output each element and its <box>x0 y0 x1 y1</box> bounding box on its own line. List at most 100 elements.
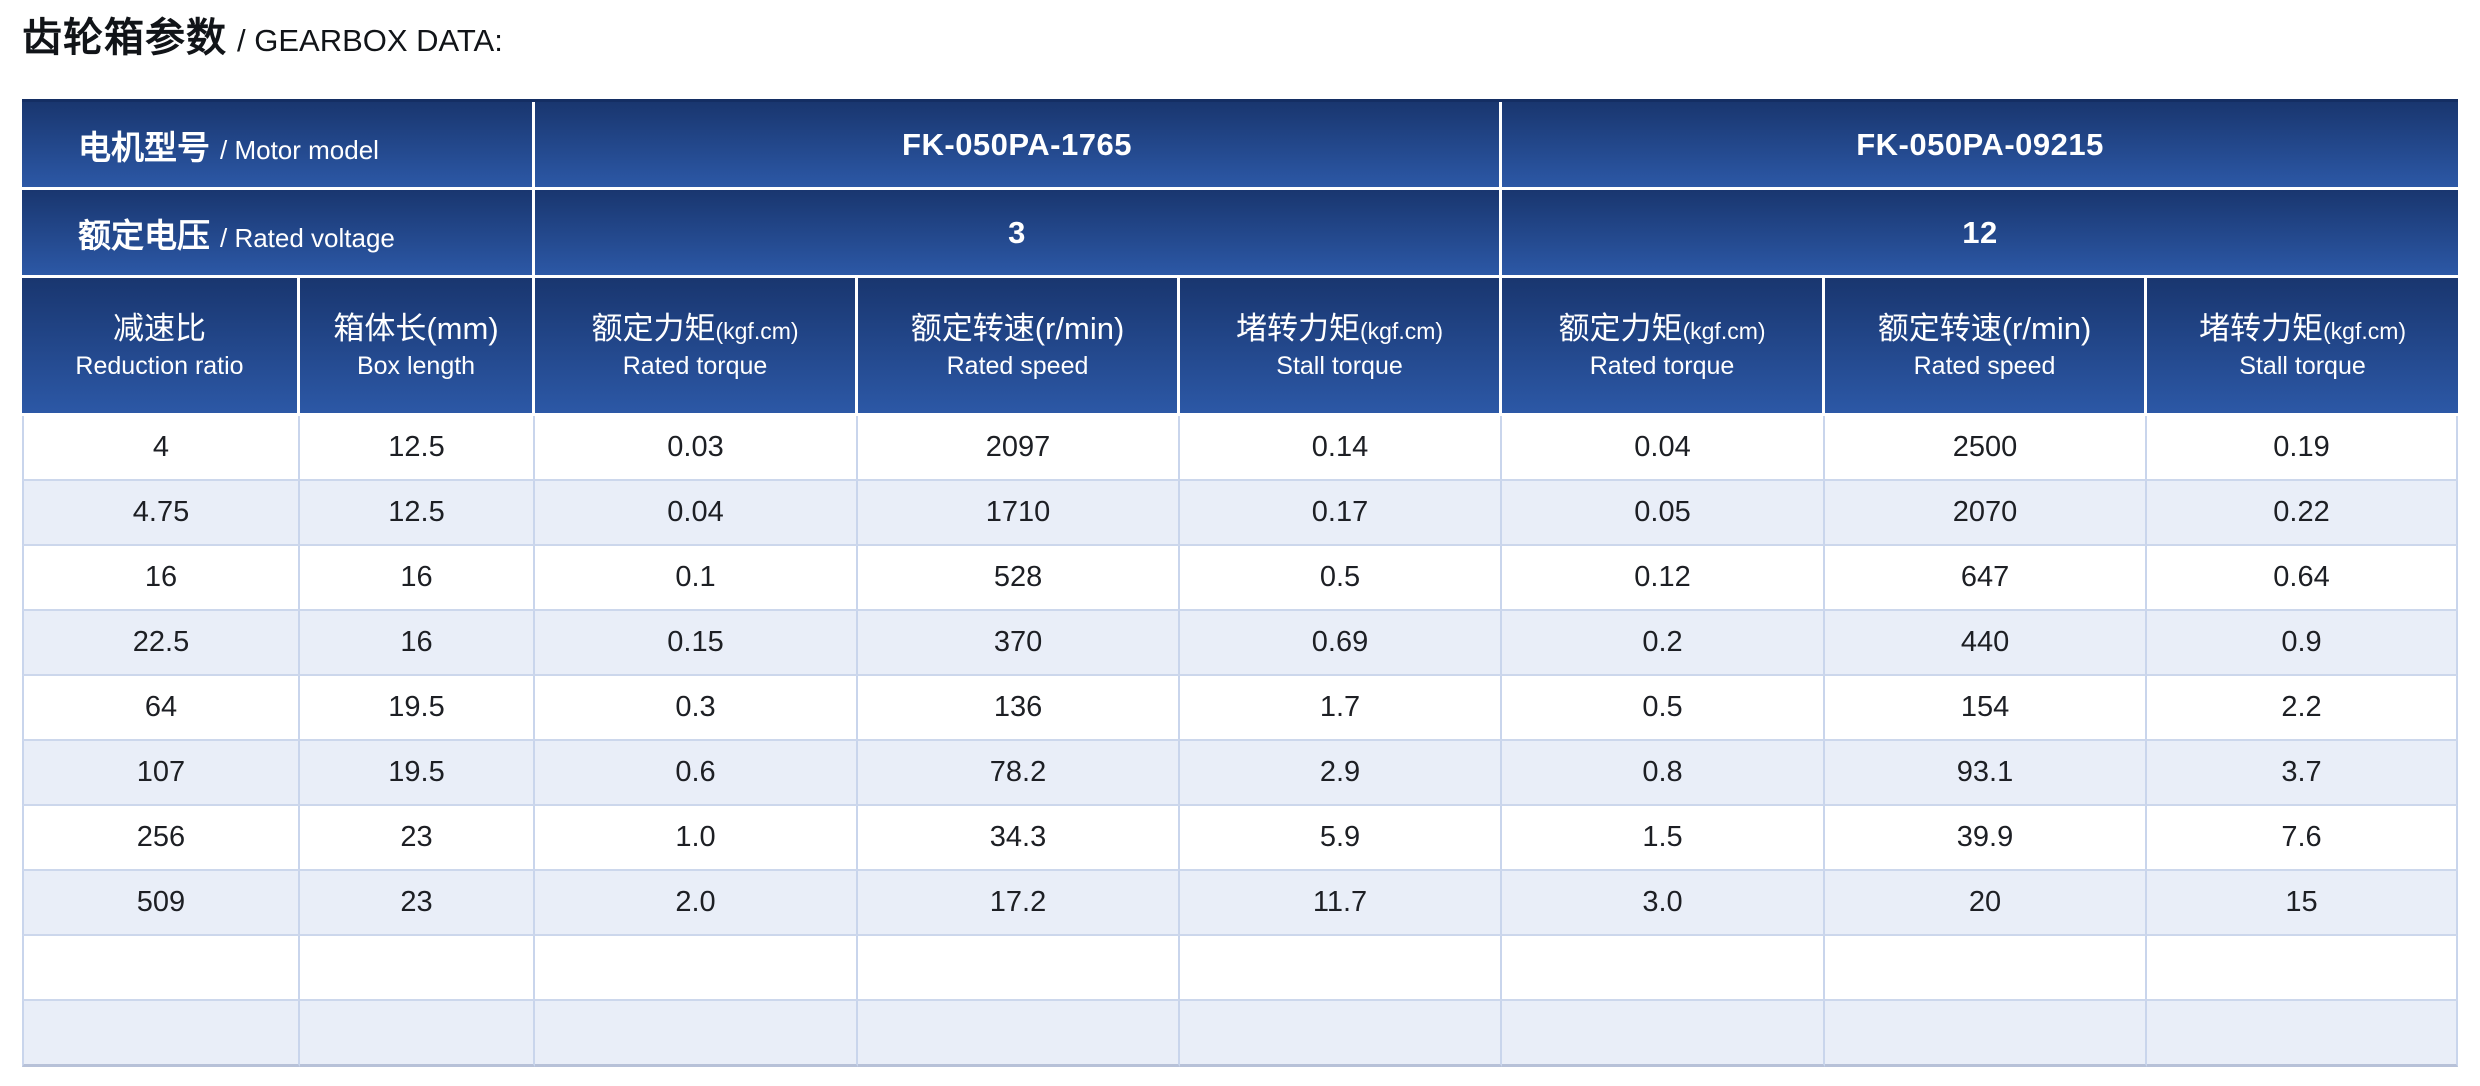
data-cell: 16 <box>300 611 536 676</box>
data-cell: 12.5 <box>300 481 536 546</box>
data-cell <box>300 936 536 1001</box>
data-cell <box>1825 936 2148 1001</box>
table-row: 4.75 12.5 0.04 1710 0.17 0.05 2070 0.22 <box>22 481 2459 546</box>
data-cell: 23 <box>300 871 536 936</box>
table-row: 16 16 0.1 528 0.5 0.12 647 0.64 <box>22 546 2459 611</box>
data-cell: 0.12 <box>1502 546 1826 611</box>
data-cell: 7.6 <box>2147 806 2459 871</box>
data-cell <box>2147 1001 2459 1067</box>
data-cell: 370 <box>858 611 1181 676</box>
page-title-zh: 齿轮箱参数 <box>22 16 227 60</box>
data-cell: 34.3 <box>858 806 1181 871</box>
data-cell: 93.1 <box>1825 741 2148 806</box>
data-cell: 3.7 <box>2147 741 2459 806</box>
data-cell <box>1825 1001 2148 1067</box>
data-cell: 1.0 <box>535 806 859 871</box>
data-cell: 2.9 <box>1180 741 1503 806</box>
data-cell: 12.5 <box>300 416 536 481</box>
page-title-en: / GEARBOX DATA: <box>237 23 503 58</box>
empty-row <box>22 936 2459 1001</box>
model-1-header: FK-050PA-1765 <box>535 102 1503 190</box>
col-header-stall-torque-1: 堵转力矩(kgf.cm) Stall torque <box>1180 278 1503 416</box>
data-cell: 15 <box>2147 871 2459 936</box>
data-cell: 3.0 <box>1502 871 1826 936</box>
motor-model-label-en: / Motor model <box>220 134 379 165</box>
data-cell <box>1180 1001 1503 1067</box>
rated-voltage-label-en: / Rated voltage <box>220 222 395 253</box>
data-cell <box>535 1001 859 1067</box>
data-cell: 440 <box>1825 611 2148 676</box>
data-cell: 0.05 <box>1502 481 1826 546</box>
data-cell: 0.04 <box>535 481 859 546</box>
rated-voltage-label-zh: 额定电压 <box>78 216 210 254</box>
data-cell: 23 <box>300 806 536 871</box>
data-cell <box>858 1001 1181 1067</box>
data-cell: 2500 <box>1825 416 2148 481</box>
data-cell: 19.5 <box>300 676 536 741</box>
data-cell: 0.15 <box>535 611 859 676</box>
data-cell: 256 <box>22 806 300 871</box>
data-cell <box>300 1001 536 1067</box>
data-cell: 0.19 <box>2147 416 2459 481</box>
data-cell: 0.64 <box>2147 546 2459 611</box>
table-row: 509 23 2.0 17.2 11.7 3.0 20 15 <box>22 871 2459 936</box>
header-row-rated-voltage: 额定电压 / Rated voltage 3 12 <box>22 190 2459 278</box>
table-row: 22.5 16 0.15 370 0.69 0.2 440 0.9 <box>22 611 2459 676</box>
data-cell <box>1180 936 1503 1001</box>
motor-model-label-cell: 电机型号 / Motor model <box>22 102 536 190</box>
rated-voltage-label-cell: 额定电压 / Rated voltage <box>22 190 536 278</box>
data-cell: 2097 <box>858 416 1181 481</box>
header-row-motor-model: 电机型号 / Motor model FK-050PA-1765 FK-050PA… <box>22 102 2459 190</box>
empty-row <box>22 1001 2459 1067</box>
data-cell: 64 <box>22 676 300 741</box>
data-cell: 136 <box>858 676 1181 741</box>
table-row: 107 19.5 0.6 78.2 2.9 0.8 93.1 3.7 <box>22 741 2459 806</box>
data-cell: 0.9 <box>2147 611 2459 676</box>
data-cell: 5.9 <box>1180 806 1503 871</box>
data-cell: 1710 <box>858 481 1181 546</box>
col-header-stall-torque-2: 堵转力矩(kgf.cm) Stall torque <box>2147 278 2459 416</box>
data-cell: 0.14 <box>1180 416 1503 481</box>
data-cell: 1.5 <box>1502 806 1826 871</box>
data-cell: 16 <box>300 546 536 611</box>
data-cell: 1.7 <box>1180 676 1503 741</box>
data-cell: 528 <box>858 546 1181 611</box>
gearbox-data-table: 电机型号 / Motor model FK-050PA-1765 FK-050PA… <box>22 99 2459 1067</box>
data-cell: 0.8 <box>1502 741 1826 806</box>
col-header-rated-torque-1: 额定力矩(kgf.cm) Rated torque <box>535 278 859 416</box>
data-cell: 2.0 <box>535 871 859 936</box>
table-row: 64 19.5 0.3 136 1.7 0.5 154 2.2 <box>22 676 2459 741</box>
data-cell <box>535 936 859 1001</box>
data-cell <box>22 936 300 1001</box>
data-cell: 19.5 <box>300 741 536 806</box>
data-cell: 0.2 <box>1502 611 1826 676</box>
data-cell: 0.3 <box>535 676 859 741</box>
data-cell: 0.5 <box>1180 546 1503 611</box>
col-header-rated-torque-2: 额定力矩(kgf.cm) Rated torque <box>1502 278 1826 416</box>
data-cell: 0.1 <box>535 546 859 611</box>
data-cell: 16 <box>22 546 300 611</box>
data-cell: 78.2 <box>858 741 1181 806</box>
table-row: 4 12.5 0.03 2097 0.14 0.04 2500 0.19 <box>22 416 2459 481</box>
data-cell <box>22 1001 300 1067</box>
data-cell <box>858 936 1181 1001</box>
data-cell: 0.04 <box>1502 416 1826 481</box>
data-cell: 2070 <box>1825 481 2148 546</box>
data-cell: 2.2 <box>2147 676 2459 741</box>
data-cell: 17.2 <box>858 871 1181 936</box>
data-cell: 0.69 <box>1180 611 1503 676</box>
data-cell <box>1502 936 1826 1001</box>
data-cell: 0.03 <box>535 416 859 481</box>
data-cell: 22.5 <box>22 611 300 676</box>
page-title: 齿轮箱参数 / GEARBOX DATA: <box>22 12 2458 73</box>
col-header-rated-speed-1: 额定转速(r/min) Rated speed <box>858 278 1181 416</box>
col-header-box-length: 箱体长(mm) Box length <box>300 278 536 416</box>
data-cell <box>1502 1001 1826 1067</box>
model-2-header: FK-050PA-09215 <box>1502 102 2459 190</box>
data-cell: 39.9 <box>1825 806 2148 871</box>
data-cell: 0.6 <box>535 741 859 806</box>
data-cell: 4 <box>22 416 300 481</box>
data-cell: 4.75 <box>22 481 300 546</box>
data-cell: 0.17 <box>1180 481 1503 546</box>
